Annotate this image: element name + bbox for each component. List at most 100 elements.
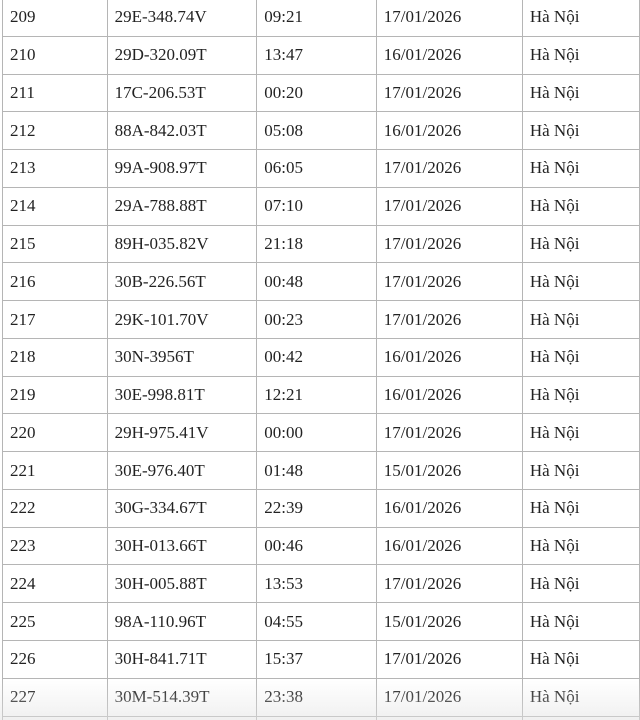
license-plate-cell <box>106 715 258 720</box>
row-number-cell: 212 <box>2 111 108 151</box>
date-cell: 16/01/2026 <box>375 488 523 528</box>
date-cell: 16/01/2026 <box>375 337 523 377</box>
time-cell: 22:39 <box>256 488 377 528</box>
license-plate-cell: 30E-976.40T <box>106 451 258 490</box>
row-number-cell: 217 <box>2 300 108 339</box>
row-number-cell: 213 <box>2 149 108 188</box>
license-plate-cell: 17C-206.53T <box>106 73 258 113</box>
date-cell: 17/01/2026 <box>375 677 523 717</box>
table-row: 219 30E-998.81T 12:21 16/01/2026 Hà Nội <box>2 375 640 415</box>
time-cell: 09:21 <box>256 0 377 37</box>
row-number-cell: 222 <box>2 488 108 528</box>
license-plate-cell: 89H-035.82V <box>106 224 258 264</box>
location-cell: Hà Nội <box>521 300 640 339</box>
license-plate-cell: 30H-841.71T <box>106 640 258 679</box>
time-cell: 00:00 <box>256 413 377 453</box>
time-cell: 12:21 <box>256 375 377 415</box>
time-cell: 00:20 <box>256 73 377 113</box>
date-cell: 16/01/2026 <box>375 375 523 415</box>
row-number-cell: 219 <box>2 375 108 415</box>
row-number-cell: 227 <box>2 677 108 717</box>
location-cell: Hà Nội <box>521 640 640 679</box>
table-row: 218 30N-3956T 00:42 16/01/2026 Hà Nội <box>2 337 640 377</box>
license-plate-cell: 29K-101.70V <box>106 300 258 339</box>
table-row: 210 29D-320.09T 13:47 16/01/2026 Hà Nội <box>2 35 640 75</box>
location-cell: Hà Nội <box>521 73 640 113</box>
table-row: 222 30G-334.67T 22:39 16/01/2026 Hà Nội <box>2 488 640 528</box>
table-row <box>2 715 640 720</box>
license-plate-cell: 29A-788.88T <box>106 186 258 226</box>
license-plate-cell: 30G-334.67T <box>106 488 258 528</box>
time-cell: 00:23 <box>256 300 377 339</box>
row-number-cell: 221 <box>2 451 108 490</box>
license-plate-cell: 30M-514.39T <box>106 677 258 717</box>
date-cell: 17/01/2026 <box>375 149 523 188</box>
row-number-cell: 210 <box>2 35 108 75</box>
location-cell: Hà Nội <box>521 111 640 151</box>
row-number-cell <box>2 715 108 720</box>
row-number-cell: 209 <box>2 0 108 37</box>
location-cell: Hà Nội <box>521 564 640 604</box>
date-cell <box>375 715 523 720</box>
date-cell: 16/01/2026 <box>375 111 523 151</box>
time-cell: 15:37 <box>256 640 377 679</box>
license-plate-cell: 30B-226.56T <box>106 262 258 302</box>
location-cell: Hà Nội <box>521 488 640 528</box>
date-cell: 17/01/2026 <box>375 262 523 302</box>
license-plate-cell: 98A-110.96T <box>106 602 258 642</box>
license-plate-cell: 30E-998.81T <box>106 375 258 415</box>
date-cell: 17/01/2026 <box>375 73 523 113</box>
location-cell: Hà Nội <box>521 451 640 490</box>
row-number-cell: 214 <box>2 186 108 226</box>
time-cell: 21:18 <box>256 224 377 264</box>
date-cell: 15/01/2026 <box>375 451 523 490</box>
time-cell: 13:53 <box>256 564 377 604</box>
table-row: 209 29E-348.74V 09:21 17/01/2026 Hà Nội <box>2 0 640 37</box>
time-cell <box>256 715 377 720</box>
table-row: 214 29A-788.88T 07:10 17/01/2026 Hà Nội <box>2 186 640 226</box>
time-cell: 00:46 <box>256 526 377 566</box>
license-plate-cell: 99A-908.97T <box>106 149 258 188</box>
license-plate-cell: 30H-013.66T <box>106 526 258 566</box>
row-number-cell: 220 <box>2 413 108 453</box>
location-cell: Hà Nội <box>521 677 640 717</box>
row-number-cell: 216 <box>2 262 108 302</box>
location-cell: Hà Nội <box>521 413 640 453</box>
table-row: 212 88A-842.03T 05:08 16/01/2026 Hà Nội <box>2 111 640 151</box>
license-plate-cell: 88A-842.03T <box>106 111 258 151</box>
date-cell: 17/01/2026 <box>375 640 523 679</box>
location-cell <box>521 715 640 720</box>
license-plate-cell: 29H-975.41V <box>106 413 258 453</box>
date-cell: 17/01/2026 <box>375 0 523 37</box>
date-cell: 16/01/2026 <box>375 526 523 566</box>
table-row: 223 30H-013.66T 00:46 16/01/2026 Hà Nội <box>2 526 640 566</box>
date-cell: 16/01/2026 <box>375 35 523 75</box>
table-row: 211 17C-206.53T 00:20 17/01/2026 Hà Nội <box>2 73 640 113</box>
table-row: 221 30E-976.40T 01:48 15/01/2026 Hà Nội <box>2 451 640 490</box>
date-cell: 17/01/2026 <box>375 300 523 339</box>
row-number-cell: 215 <box>2 224 108 264</box>
table-row: 213 99A-908.97T 06:05 17/01/2026 Hà Nội <box>2 149 640 188</box>
location-cell: Hà Nội <box>521 186 640 226</box>
row-number-cell: 223 <box>2 526 108 566</box>
location-cell: Hà Nội <box>521 224 640 264</box>
date-cell: 17/01/2026 <box>375 413 523 453</box>
location-cell: Hà Nội <box>521 526 640 566</box>
license-plate-cell: 30H-005.88T <box>106 564 258 604</box>
table-row: 227 30M-514.39T 23:38 17/01/2026 Hà Nội <box>2 677 640 717</box>
row-number-cell: 211 <box>2 73 108 113</box>
location-cell: Hà Nội <box>521 337 640 377</box>
date-cell: 17/01/2026 <box>375 224 523 264</box>
row-number-cell: 225 <box>2 602 108 642</box>
row-number-cell: 224 <box>2 564 108 604</box>
location-cell: Hà Nội <box>521 602 640 642</box>
license-plate-cell: 29E-348.74V <box>106 0 258 37</box>
location-cell: Hà Nội <box>521 149 640 188</box>
table-row: 224 30H-005.88T 13:53 17/01/2026 Hà Nội <box>2 564 640 604</box>
time-cell: 13:47 <box>256 35 377 75</box>
table-row: 226 30H-841.71T 15:37 17/01/2026 Hà Nội <box>2 640 640 679</box>
time-cell: 23:38 <box>256 677 377 717</box>
time-cell: 00:48 <box>256 262 377 302</box>
